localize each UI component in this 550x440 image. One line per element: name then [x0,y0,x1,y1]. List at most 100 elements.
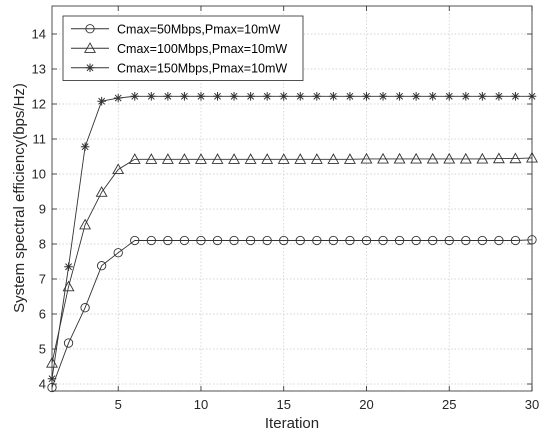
legend-marker [85,63,95,73]
data-point [163,235,173,246]
data-point [130,92,140,101]
data-point [178,153,191,164]
data-point [112,163,125,175]
data-point [211,153,224,164]
y-tick-label: 6 [39,307,46,322]
data-point [180,92,189,101]
data-point [377,152,389,164]
data-point [345,92,355,101]
y-tick-label: 12 [32,97,46,112]
data-point [80,142,90,151]
data-point [229,92,239,101]
data-point [128,153,141,164]
y-tick-label: 10 [32,167,46,182]
legend-marker [84,42,96,53]
legend-label: Cmax=100Mbps,Pmax=10mW [117,42,287,56]
data-point [130,235,140,246]
data-point [244,153,257,164]
data-point [63,338,74,348]
legend-box [62,15,304,81]
data-point [477,235,487,246]
data-point [378,92,388,101]
x-tick-label: 20 [359,397,373,412]
legend-item: Cmax=100Mbps,Pmax=10mW [71,42,287,56]
data-point [261,153,274,164]
data-point [147,92,156,101]
data-point [279,92,289,101]
data-point [213,92,222,101]
data-point [161,153,174,164]
y-tick-label: 14 [32,27,46,42]
x-tick-label: 10 [194,397,208,412]
legend-label: Cmax=150Mbps,Pmax=10mW [117,61,287,75]
legend-label: Cmax=50Mbps,Pmax=10mW [117,22,280,36]
data-point [310,153,323,164]
data-point [245,235,256,246]
y-tick-label: 7 [39,272,46,287]
data-point [113,93,123,103]
data-point [312,235,322,246]
data-point [478,92,487,101]
series-2 [46,151,538,368]
data-point [509,152,522,164]
data-point [410,152,423,164]
data-point [262,235,272,246]
data-point [329,92,338,101]
data-point [494,235,504,246]
axis-ticks: 5 10 15 20 25 30 4 5 6 7 8 9 10 11 12 13 14 [32,6,539,412]
y-tick-label: 5 [39,342,46,357]
data-point [79,218,92,230]
data-point [395,92,404,101]
data-point [361,235,372,246]
data-point [444,92,454,101]
data-point [459,152,472,164]
data-point [511,92,520,101]
data-point [196,92,206,101]
y-axis-label: System spectral efficiency(bps/Hz) [11,83,28,313]
data-point [444,235,454,246]
data-point [492,152,505,164]
data-point [461,92,471,101]
data-point [378,235,388,246]
data-point [343,153,356,164]
data-point [295,92,305,101]
x-tick-label: 30 [525,397,539,412]
legend-marker [85,24,95,34]
data-point [394,235,405,246]
x-axis-label: Iteration [265,415,319,432]
data-point [362,92,371,101]
data-point [393,152,406,164]
data-point [262,92,272,101]
data-point [145,153,158,164]
data-point [179,235,190,246]
data-point [345,235,355,246]
y-tick-label: 13 [32,62,46,77]
data-point [443,152,456,164]
y-tick-label: 9 [39,202,46,217]
data-point [163,92,173,101]
data-point [360,152,373,164]
data-point [279,235,289,246]
legend-item: Cmax=50Mbps,Pmax=10mW [71,22,280,36]
data-point [64,262,73,272]
data-point [228,153,241,164]
data-point [476,152,489,164]
data-point [426,152,439,164]
data-point [196,235,206,246]
series-line [51,239,533,388]
data-point [246,92,255,101]
data-point [510,235,521,246]
data-point [80,303,90,313]
y-tick-label: 11 [33,132,47,147]
data-point [146,235,156,246]
data-point [428,235,438,246]
data-point [277,153,290,164]
data-point [411,235,421,246]
data-point [229,235,239,246]
y-tick-label: 8 [39,237,46,252]
x-tick-label: 15 [276,397,290,412]
data-point [328,235,339,246]
x-tick-label: 5 [115,397,122,412]
y-tick-label: 4 [39,377,46,392]
